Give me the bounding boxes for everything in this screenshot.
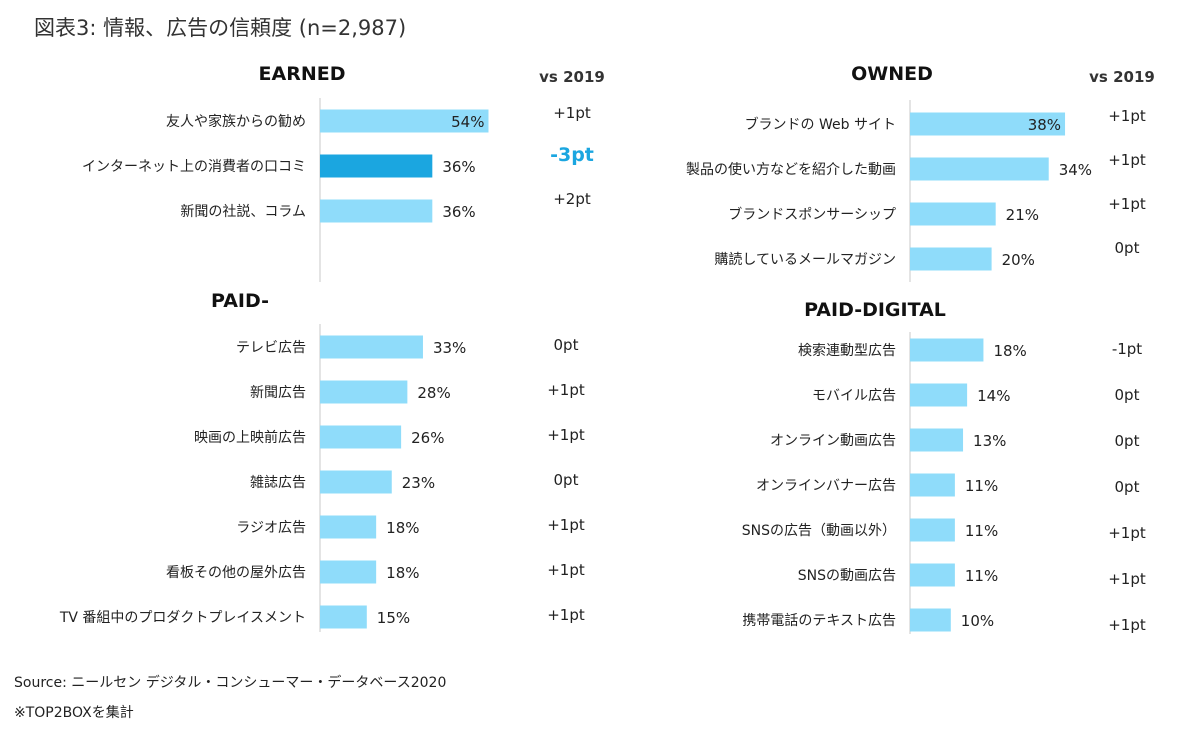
value-label: 38% xyxy=(1028,116,1061,134)
value-label: 11% xyxy=(965,567,998,585)
bar xyxy=(320,199,433,223)
change-label: -1pt xyxy=(1112,340,1142,358)
category-label: 映画の上映前広告 xyxy=(194,429,306,446)
bar xyxy=(320,109,489,133)
change-label: +2pt xyxy=(553,190,591,208)
value-label: 18% xyxy=(993,342,1026,360)
value-label: 36% xyxy=(442,158,475,176)
bar xyxy=(910,247,992,271)
change-label: +1pt xyxy=(1108,195,1146,213)
value-label: 15% xyxy=(377,609,410,627)
change-label: +1pt xyxy=(547,561,585,579)
value-label: 18% xyxy=(386,519,419,537)
change-header: vs 2019 xyxy=(1089,68,1155,86)
value-label: 14% xyxy=(977,387,1010,405)
category-label: 看板その他の屋外広告 xyxy=(166,565,306,581)
bar xyxy=(320,515,377,539)
category-label: 製品の使い方などを紹介した動画 xyxy=(686,161,896,178)
panel-owned: OWNED vs 2019 ブランドの Web サイト 38% +1pt 製品の使い方など… xyxy=(686,63,1155,282)
value-label: 11% xyxy=(965,477,998,495)
bar xyxy=(320,470,392,494)
category-label: 新聞広告 xyxy=(250,385,306,401)
change-label: +1pt xyxy=(1108,570,1146,588)
category-label: インターネット上の消費者の口コミ xyxy=(82,159,306,175)
change-label: +1pt xyxy=(1108,616,1146,634)
value-label: 18% xyxy=(386,564,419,582)
figure-title: 図表3: 情報、広告の信頼度 (n=2,987) xyxy=(34,16,407,40)
change-label: +1pt xyxy=(547,606,585,624)
category-label: ラジオ広告 xyxy=(236,520,306,536)
category-label: SNSの動画広告 xyxy=(798,568,896,584)
bar xyxy=(910,157,1049,181)
change-label: 0pt xyxy=(554,471,579,489)
category-label: 新聞の社説、コラム xyxy=(180,204,306,220)
change-label: +1pt xyxy=(547,516,585,534)
aggregation-note: ※TOP2BOXを集計 xyxy=(14,705,134,721)
value-label: 28% xyxy=(417,384,450,402)
value-label: 20% xyxy=(1002,251,1035,269)
change-header: vs 2019 xyxy=(539,68,605,86)
bar xyxy=(910,428,964,452)
bar xyxy=(320,335,423,359)
category-label: SNSの広告（動画以外） xyxy=(742,523,896,539)
bar xyxy=(320,380,408,404)
value-label: 26% xyxy=(411,429,444,447)
value-label: 21% xyxy=(1006,206,1039,224)
change-label: +1pt xyxy=(547,426,585,444)
bar xyxy=(320,425,402,449)
value-label: 13% xyxy=(973,432,1006,450)
value-label: 36% xyxy=(442,203,475,221)
bar xyxy=(910,518,955,542)
change-label: 0pt xyxy=(1115,239,1140,257)
panel-title: EARNED xyxy=(259,63,346,85)
value-label: 10% xyxy=(961,612,994,630)
value-label: 33% xyxy=(433,339,466,357)
category-label: 携帯電話のテキスト広告 xyxy=(742,612,896,629)
change-label: +1pt xyxy=(547,381,585,399)
category-label: TV 番組中のプロダクトプレイスメント xyxy=(59,610,306,626)
category-label: モバイル広告 xyxy=(812,388,896,404)
category-label: 購読しているメールマガジン xyxy=(714,251,896,268)
category-label: オンラインバナー広告 xyxy=(756,478,896,494)
change-label: 0pt xyxy=(1115,386,1140,404)
bar xyxy=(320,605,367,629)
change-label: -3pt xyxy=(550,144,594,166)
category-label: ブランドスポンサーシップ xyxy=(728,206,896,223)
bar xyxy=(910,383,968,407)
bar xyxy=(910,473,955,497)
category-label: 友人や家族からの勧め xyxy=(166,113,306,130)
change-label: +1pt xyxy=(553,104,591,122)
change-label: +1pt xyxy=(1108,107,1146,125)
bar xyxy=(320,154,433,178)
panel-title: PAID-DIGITAL xyxy=(804,299,946,321)
category-label: テレビ広告 xyxy=(236,340,306,356)
bar xyxy=(910,202,996,226)
value-label: 54% xyxy=(451,113,484,131)
category-label: オンライン動画広告 xyxy=(770,433,896,449)
panel-paid-digital: PAID-DIGITAL 検索連動型広告 18% -1pt モバイル広告 14% 0pt オン… xyxy=(742,299,1146,634)
bar xyxy=(320,560,377,584)
panel-paid: PAID- テレビ広告 33% 0pt 新聞広告 28% +1pt 映画の上映前広告 26% +1… xyxy=(59,290,585,632)
panel-title: PAID- xyxy=(211,290,269,312)
change-label: 0pt xyxy=(554,336,579,354)
change-label: 0pt xyxy=(1115,478,1140,496)
category-label: 検索連動型広告 xyxy=(798,342,896,359)
change-label: +1pt xyxy=(1108,151,1146,169)
bar xyxy=(910,608,951,632)
panel-earned: EARNED vs 2019 友人や家族からの勧め 54% +1pt インターネット上の消… xyxy=(82,63,605,282)
value-label: 11% xyxy=(965,522,998,540)
value-label: 23% xyxy=(402,474,435,492)
bar xyxy=(910,338,984,362)
bar xyxy=(910,112,1066,136)
category-label: ブランドの Web サイト xyxy=(745,116,896,133)
category-label: 雑誌広告 xyxy=(250,475,306,491)
source-note: Source: ニールセン デジタル・コンシューマー・データベース2020 xyxy=(14,675,447,691)
change-label: +1pt xyxy=(1108,524,1146,542)
panel-title: OWNED xyxy=(851,63,933,85)
bar xyxy=(910,563,955,587)
change-label: 0pt xyxy=(1115,432,1140,450)
value-label: 34% xyxy=(1059,161,1092,179)
